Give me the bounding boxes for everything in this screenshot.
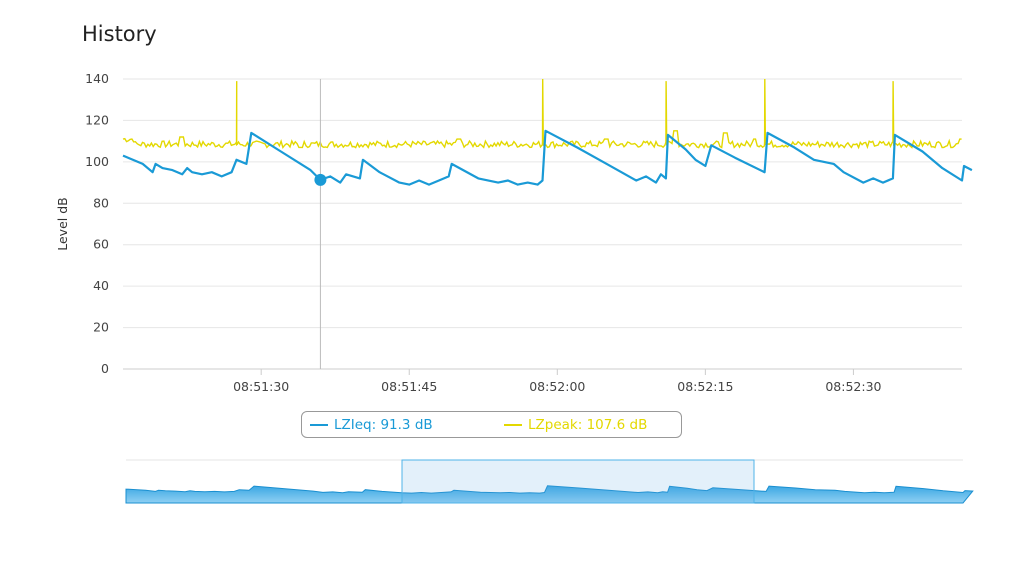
chart-title: History (82, 22, 157, 46)
lzpeak-series-line (122, 78, 962, 150)
x-tick-label: 08:52:00 (529, 379, 585, 394)
navigator-series-area (125, 485, 974, 504)
chart-legend: LZIeq: 91.3 dB LZpeak: 107.6 dB (301, 411, 682, 438)
y-tick-label: 60 (93, 237, 109, 252)
lzieq-legend-swatch (310, 423, 328, 426)
x-tick-label: 08:51:45 (381, 379, 437, 394)
x-tick-label: 08:52:15 (677, 379, 733, 394)
lzieq-series-line (122, 129, 973, 186)
series (122, 78, 973, 186)
legend-item-lzpeak[interactable]: LZpeak: 107.6 dB (504, 412, 647, 437)
x-tick-label: 08:52:30 (825, 379, 881, 394)
navigator-area (125, 459, 974, 504)
lzpeak-legend-swatch (504, 423, 522, 426)
y-tick-label: 140 (85, 71, 109, 86)
hover-point-marker (314, 173, 327, 186)
legend-label-lzieq: LZIeq: 91.3 dB (334, 416, 433, 433)
y-tick-label: 80 (93, 195, 109, 210)
y-tick-label: 40 (93, 278, 109, 293)
y-axis: 0 20 40 60 80 100 120 140 (85, 71, 109, 376)
y-tick-label: 0 (101, 361, 109, 376)
x-axis: 08:51:30 08:51:45 08:52:00 08:52:15 08:52:30 (233, 369, 882, 394)
legend-label-lzpeak: LZpeak: 107.6 dB (528, 416, 648, 433)
grid-lines (123, 78, 962, 370)
navigator-selection-window (401, 459, 755, 504)
y-tick-label: 20 (93, 320, 109, 335)
y-tick-label: 120 (85, 112, 109, 127)
x-tick-label: 08:51:30 (233, 379, 289, 394)
legend-item-lzieq[interactable]: LZIeq: 91.3 dB (310, 412, 433, 437)
y-tick-label: 100 (85, 154, 109, 169)
y-axis-label: Level dB (55, 197, 70, 250)
